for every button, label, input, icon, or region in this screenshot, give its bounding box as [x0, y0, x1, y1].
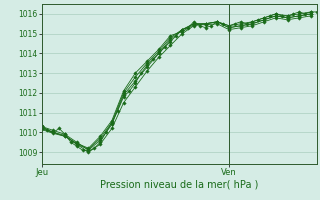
X-axis label: Pression niveau de la mer( hPa ): Pression niveau de la mer( hPa ) — [100, 180, 258, 190]
